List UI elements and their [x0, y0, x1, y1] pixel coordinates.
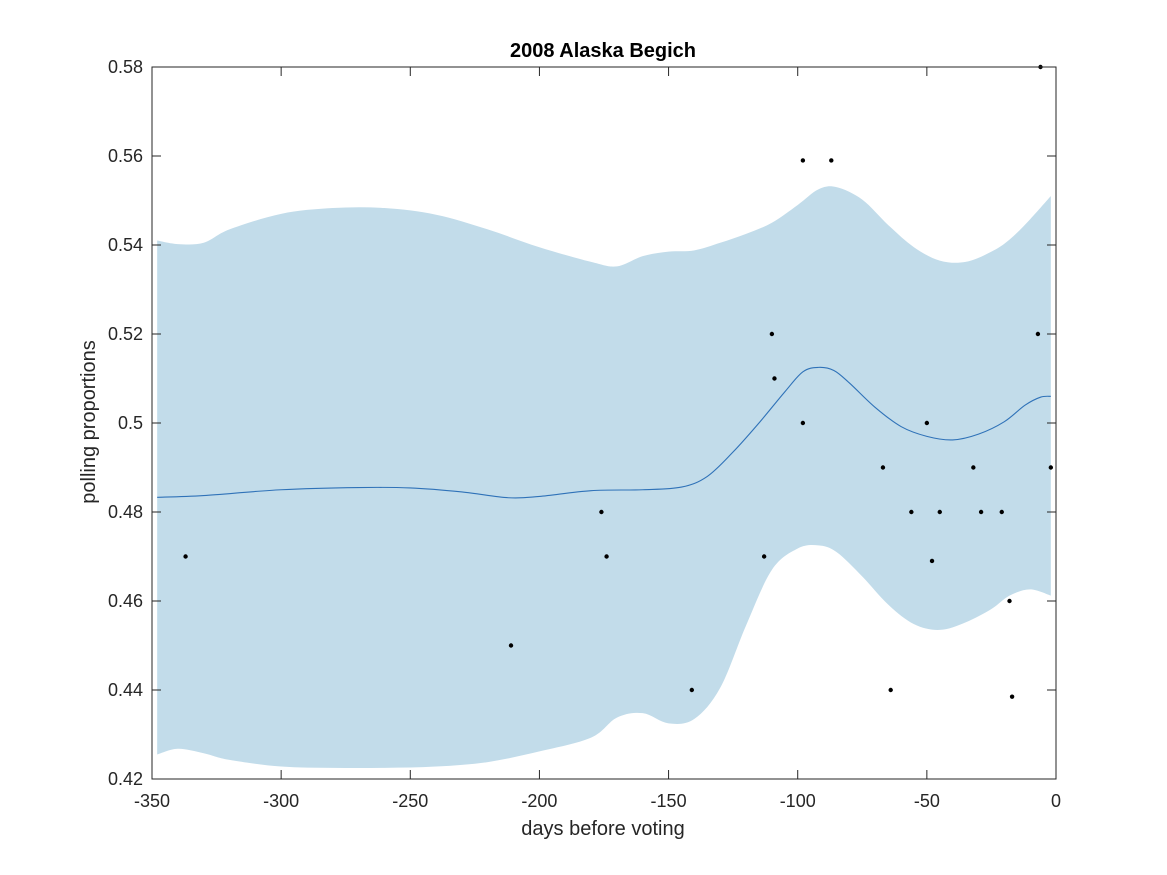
y-tick-label: 0.54 — [108, 235, 143, 255]
y-tick-label: 0.52 — [108, 324, 143, 344]
data-point — [604, 554, 609, 559]
data-point — [183, 554, 188, 559]
data-point — [937, 509, 942, 515]
y-tick-label: 0.58 — [108, 57, 143, 77]
chart-title: 2008 Alaska Begich — [510, 40, 696, 62]
x-tick-label: -350 — [134, 791, 170, 811]
y-tick-label: 0.44 — [108, 680, 143, 700]
data-point — [769, 331, 775, 337]
data-points-layer — [183, 64, 1054, 699]
y-tick-label: 0.48 — [108, 502, 143, 522]
x-tick-label: -250 — [392, 791, 428, 811]
data-point — [761, 554, 767, 559]
y-tick-label: 0.56 — [108, 146, 143, 166]
x-tick-label: -150 — [651, 791, 687, 811]
data-point — [800, 158, 806, 163]
data-point — [1035, 331, 1041, 337]
y-tick-label: 0.46 — [108, 591, 143, 611]
data-point — [1048, 465, 1054, 470]
confidence-band-layer — [157, 186, 1051, 769]
data-point — [909, 509, 914, 515]
data-point — [800, 420, 806, 426]
x-tick-label: -300 — [263, 791, 299, 811]
data-point — [971, 465, 976, 470]
x-tick-label: -200 — [521, 791, 557, 811]
y-tick-label: 0.5 — [118, 413, 143, 433]
data-point — [829, 158, 834, 163]
data-point — [978, 509, 984, 515]
x-tick-label: 0 — [1051, 791, 1061, 811]
data-point — [772, 376, 777, 381]
y-axis-ticks: 0.42 0.44 0.46 0.48 0.5 0.52 0.54 0.56 0.58 — [108, 57, 1056, 789]
data-point — [1009, 694, 1015, 699]
x-axis-ticks: -350 -300 -250 -200 -150 -100 -50 0 — [134, 67, 1061, 811]
data-point — [888, 687, 893, 693]
data-point — [599, 509, 604, 515]
y-tick-label: 0.42 — [108, 769, 143, 789]
data-point — [929, 558, 935, 564]
data-point — [999, 509, 1004, 515]
mean-line — [157, 366, 1051, 499]
x-axis-label: days before voting — [521, 818, 684, 840]
data-point — [880, 465, 886, 470]
mean-line-layer — [157, 366, 1051, 499]
confidence-band — [157, 186, 1051, 769]
y-axis-label: polling proportions — [78, 340, 100, 503]
data-point — [924, 420, 930, 426]
x-tick-label: -50 — [914, 791, 940, 811]
data-point — [508, 643, 514, 648]
data-point — [689, 687, 695, 693]
data-point — [1007, 598, 1012, 604]
x-tick-label: -100 — [780, 791, 816, 811]
